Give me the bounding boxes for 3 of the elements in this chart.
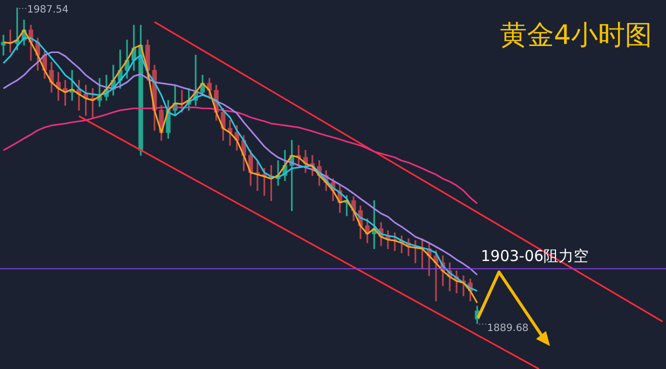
annotation: 1987.54 [27,4,69,16]
annotation: 1889.68 [487,323,529,334]
text: 黄金4小时图 [500,20,652,52]
